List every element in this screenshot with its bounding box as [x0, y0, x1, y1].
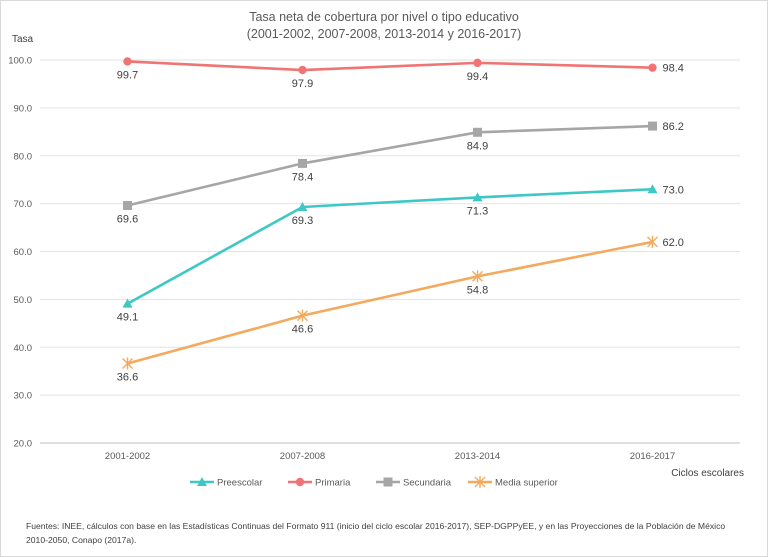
legend-item-primaria: Primaria	[288, 478, 351, 489]
data-label-preescolar: 69.3	[292, 215, 313, 227]
data-point-media-superior	[472, 270, 483, 283]
legend-label: Media superior	[495, 478, 558, 489]
data-point-media-superior	[297, 309, 308, 322]
data-label-secundaria: 69.6	[117, 214, 138, 226]
y-tick-label: 80.0	[14, 151, 33, 162]
chart-title-line-1: Tasa neta de cobertura por nivel o tipo …	[249, 10, 519, 24]
data-point-primaria	[473, 58, 482, 68]
y-tick-label: 40.0	[14, 343, 33, 354]
data-label-secundaria: 78.4	[292, 171, 313, 183]
data-label-primaria: 97.9	[292, 78, 313, 90]
x-axis-title: Ciclos escolares	[671, 468, 744, 479]
data-point-secundaria	[123, 201, 132, 211]
data-point-secundaria	[473, 127, 482, 137]
data-point-secundaria	[648, 121, 657, 131]
data-label-secundaria: 86.2	[663, 121, 684, 133]
data-label-media-superior: 36.6	[117, 372, 138, 384]
y-tick-label: 100.0	[8, 56, 32, 67]
series-line-primaria	[127, 60, 653, 72]
data-label-secundaria: 84.9	[467, 140, 488, 152]
x-tick-label: 2001-2002	[105, 451, 150, 462]
legend-item-preescolar: Preescolar	[190, 477, 262, 489]
data-point-preescolar	[297, 201, 308, 211]
data-point-media-superior	[122, 357, 133, 370]
data-label-media-superior: 62.0	[663, 237, 684, 249]
legend-item-secundaria: Secundaria	[376, 477, 452, 489]
series-line-media-superior	[127, 240, 653, 365]
data-label-media-superior: 54.8	[467, 284, 488, 296]
y-tick-label: 50.0	[14, 295, 33, 306]
x-tick-label: 2007-2008	[280, 451, 325, 462]
series-line-secundaria	[127, 124, 653, 207]
data-label-primaria: 99.4	[467, 71, 488, 83]
legend-marker	[197, 477, 207, 486]
data-point-secundaria	[298, 158, 307, 168]
data-point-primaria	[298, 65, 307, 75]
legend-marker	[295, 477, 305, 487]
data-label-preescolar: 71.3	[467, 205, 488, 217]
chart-title-line-2: (2001-2002, 2007-2008, 2013-2014 y 2016-…	[247, 27, 522, 41]
y-axis-title: Tasa	[12, 34, 34, 45]
data-label-primaria: 99.7	[117, 69, 138, 81]
data-point-primaria	[123, 57, 132, 66]
data-label-media-superior: 46.6	[292, 324, 313, 336]
source-note: Fuentes: INEE, cálculos con base en las …	[26, 521, 726, 545]
legend-label: Preescolar	[217, 478, 262, 489]
legend-item-media-superior: Media superior	[468, 476, 558, 489]
y-tick-label: 70.0	[14, 199, 33, 210]
y-tick-label: 60.0	[14, 247, 33, 258]
legend-marker	[474, 476, 486, 488]
x-tick-label: 2013-2014	[455, 451, 500, 462]
legend-label: Secundaria	[403, 478, 452, 489]
series-line-preescolar	[126, 187, 653, 305]
data-label-preescolar: 49.1	[117, 312, 138, 324]
x-tick-label: 2016-2017	[630, 451, 675, 462]
legend-marker	[383, 477, 393, 487]
legend-label: Primaria	[315, 478, 351, 489]
data-point-primaria	[648, 63, 657, 72]
y-tick-label: 90.0	[14, 103, 33, 114]
data-label-primaria: 98.4	[663, 63, 684, 75]
data-point-media-superior	[647, 235, 658, 248]
data-label-preescolar: 73.0	[663, 184, 684, 196]
y-tick-label: 30.0	[14, 391, 33, 402]
data-point-preescolar	[647, 184, 658, 194]
data-point-preescolar	[122, 298, 133, 308]
y-tick-label: 20.0	[14, 439, 33, 450]
data-point-preescolar	[472, 192, 483, 202]
